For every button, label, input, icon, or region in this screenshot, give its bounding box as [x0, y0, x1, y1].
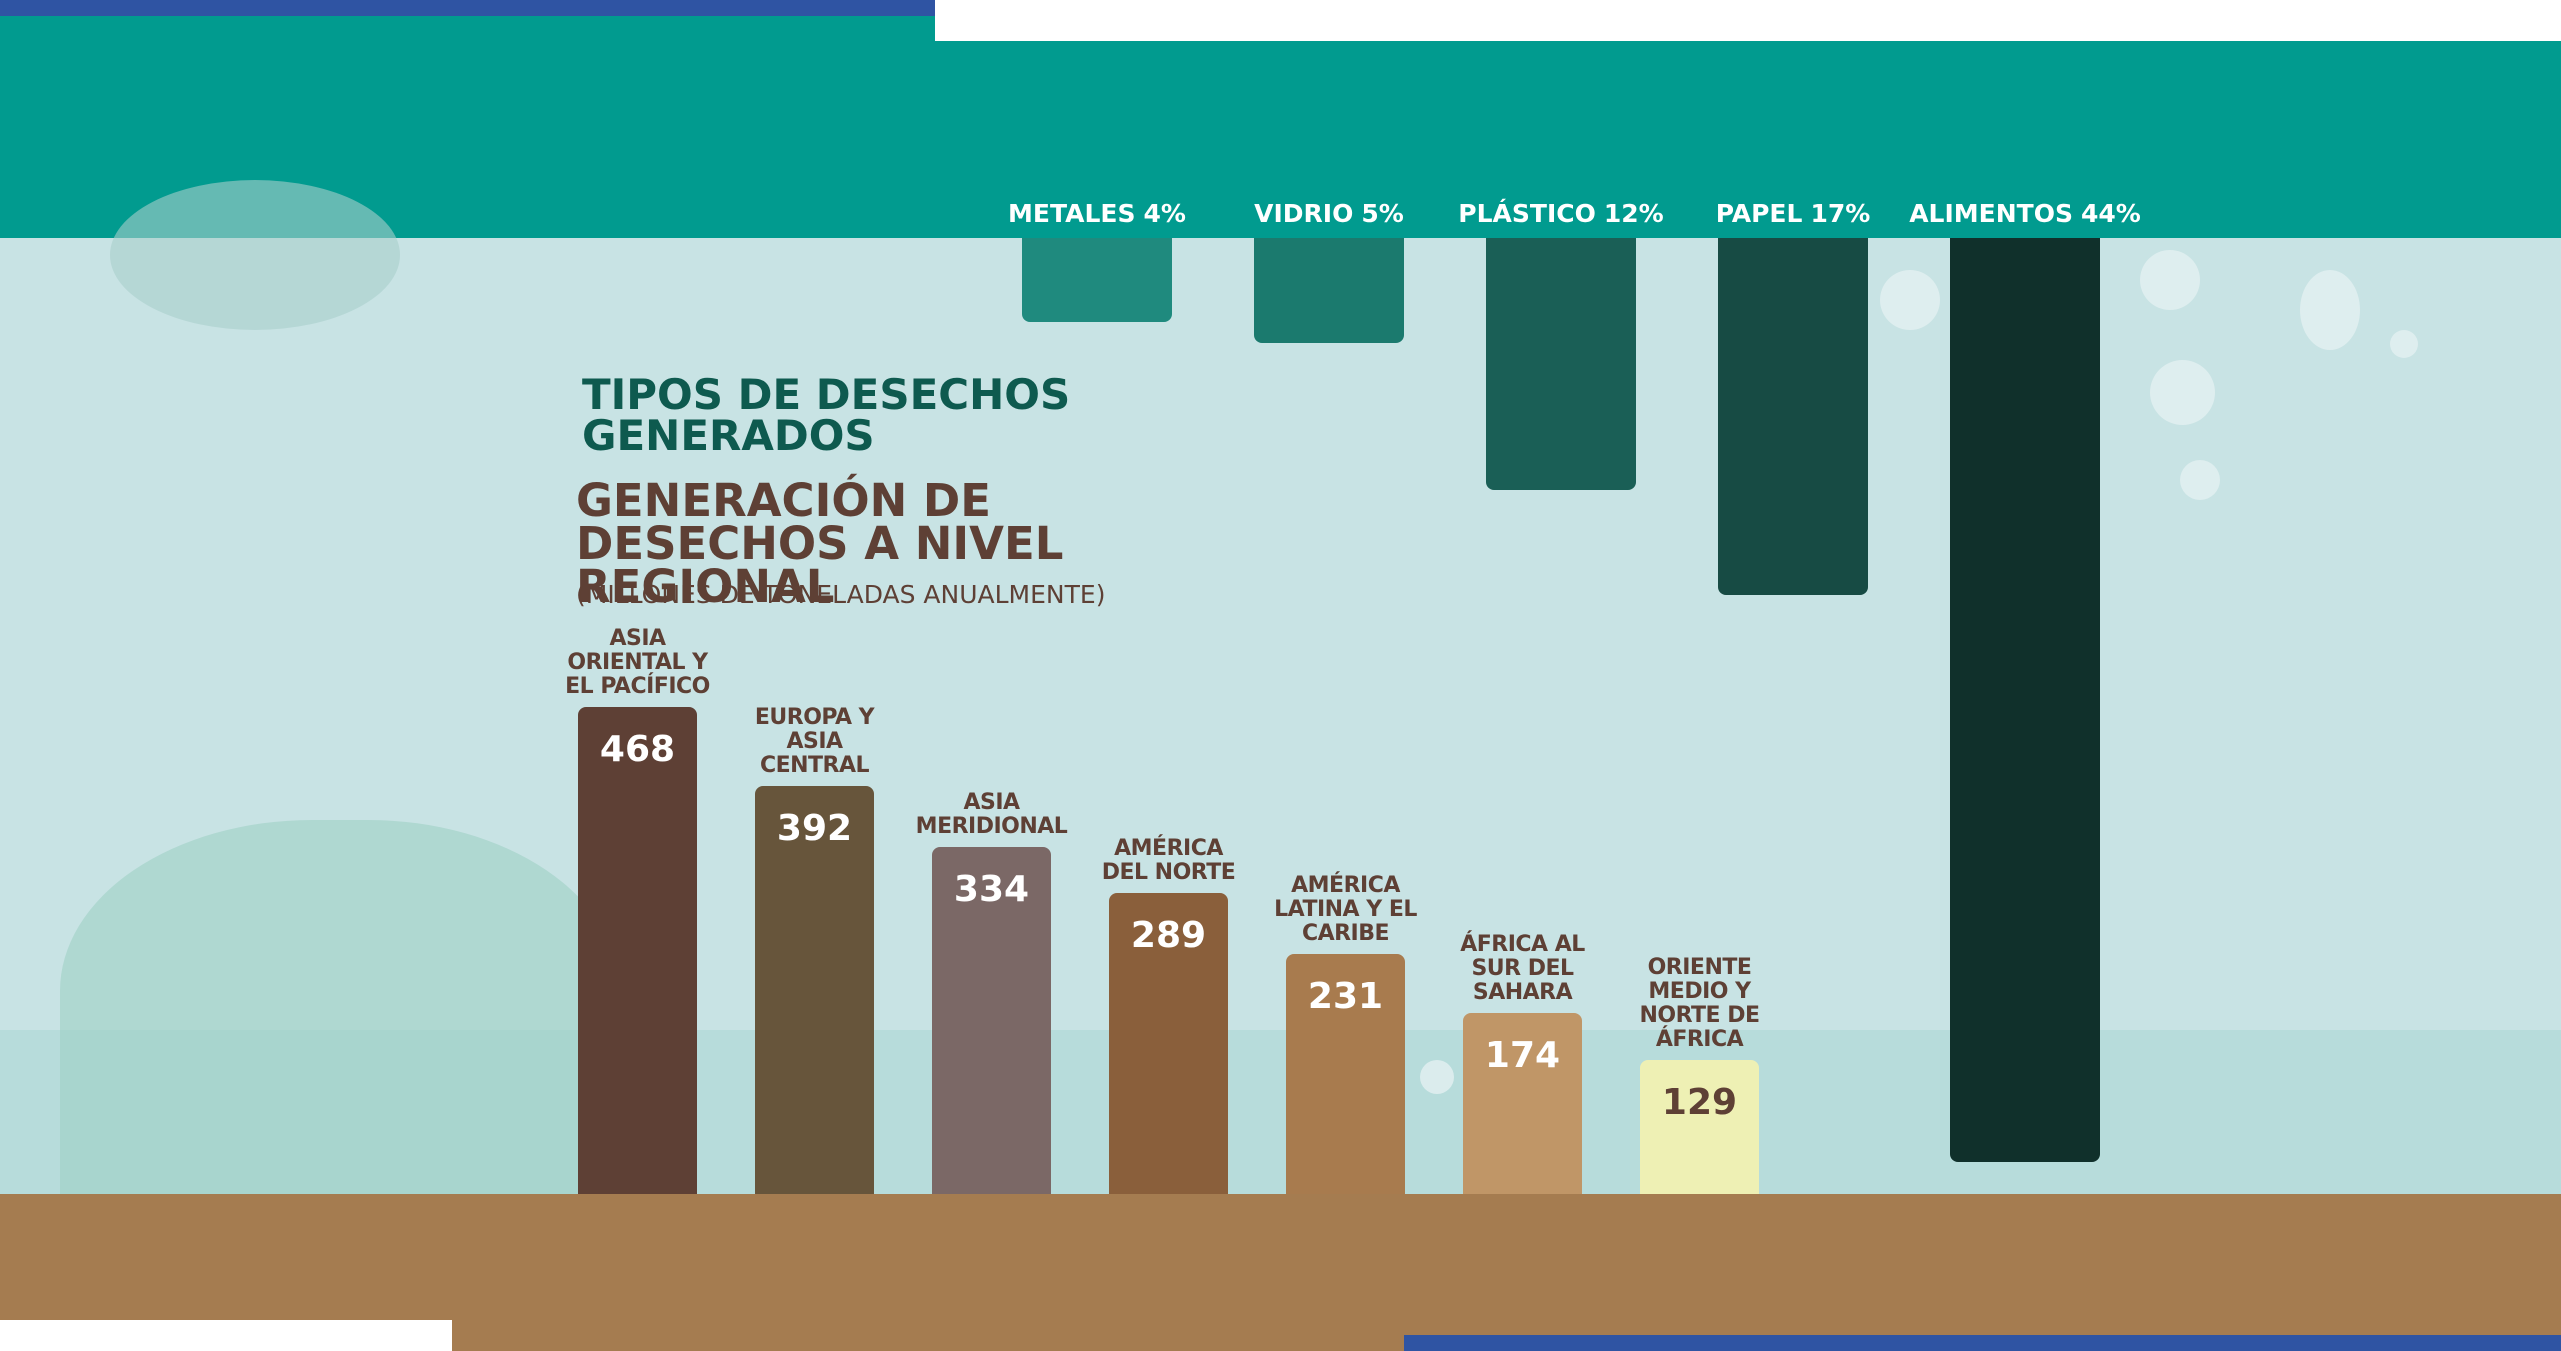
bubble [2390, 330, 2418, 358]
column [1718, 238, 1868, 595]
bar: 334 [932, 846, 1051, 1194]
data-label: 44% [2080, 199, 2141, 228]
coral [60, 820, 620, 1200]
category-label: EUROPA Y ASIA CENTRAL [754, 705, 875, 779]
category-label: ASIA MERIDIONAL [915, 789, 1068, 839]
column [1022, 238, 1172, 322]
bubble [1880, 270, 1940, 330]
bubble [2300, 270, 2360, 350]
category-label: AMÉRICA LATINA Y EL CARIBE [1274, 872, 1417, 946]
turtle [110, 180, 400, 330]
data-label: 129 [1661, 1081, 1738, 1123]
type-label: PLÁSTICO 12% [1441, 199, 1681, 228]
type-label: ALIMENTOS 44% [1905, 199, 2145, 228]
category-label: ASIA ORIENTAL Y EL PACÍFICO [565, 626, 710, 700]
data-label: 5% [1361, 199, 1404, 228]
bar: 468 [578, 707, 697, 1194]
band [0, 16, 935, 41]
bar: 289 [1109, 893, 1228, 1194]
category-label: PAPEL [1715, 199, 1803, 228]
bar: 231 [1286, 953, 1405, 1194]
category-label: PLÁSTICO [1458, 199, 1596, 228]
category-label: ÁFRICA AL SUR DEL SAHARA [1460, 932, 1585, 1006]
bar: 392 [755, 786, 874, 1194]
category-label: METALES [1008, 199, 1136, 228]
data-label: 4% [1143, 199, 1186, 228]
bar: 129 [1640, 1059, 1759, 1194]
bubble [1420, 1060, 1454, 1094]
category-label: ALIMENTOS [1909, 199, 2073, 228]
column [1254, 238, 1404, 343]
chart-title: TIPOS DE DESECHOS GENERADOS [582, 370, 1071, 460]
bubble [2180, 460, 2220, 500]
column [1486, 238, 1636, 490]
data-label: 392 [776, 808, 853, 850]
category-label: AMÉRICA DEL NORTE [1101, 836, 1236, 886]
band [0, 41, 2561, 238]
data-label: 468 [599, 729, 676, 771]
data-label: 12% [1603, 199, 1664, 228]
bar: 174 [1463, 1013, 1582, 1194]
column [1950, 238, 2100, 1162]
chart-subtitle: (MILLONES DE TONELADAS ANUALMENTE) [576, 580, 1106, 609]
data-label: 174 [1484, 1035, 1561, 1077]
data-label: 231 [1307, 975, 1384, 1017]
data-label: 17% [1810, 199, 1871, 228]
category-label: VIDRIO [1254, 199, 1354, 228]
type-label: PAPEL 17% [1673, 199, 1913, 228]
bottom-strip [0, 1320, 452, 1351]
data-label: 289 [1130, 915, 1207, 957]
type-label: VIDRIO 5% [1209, 199, 1449, 228]
data-label: 334 [953, 868, 1030, 910]
bubble [2140, 250, 2200, 310]
type-label: METALES 4% [977, 199, 1217, 228]
chart-title: GENERACIÓN DE DESECHOS A NIVEL REGIONAL [576, 474, 1064, 613]
bottom-strip [1404, 1335, 2561, 1351]
category-label: ORIENTE MEDIO Y NORTE DE ÁFRICA [1639, 954, 1760, 1052]
bubble [2150, 360, 2215, 425]
